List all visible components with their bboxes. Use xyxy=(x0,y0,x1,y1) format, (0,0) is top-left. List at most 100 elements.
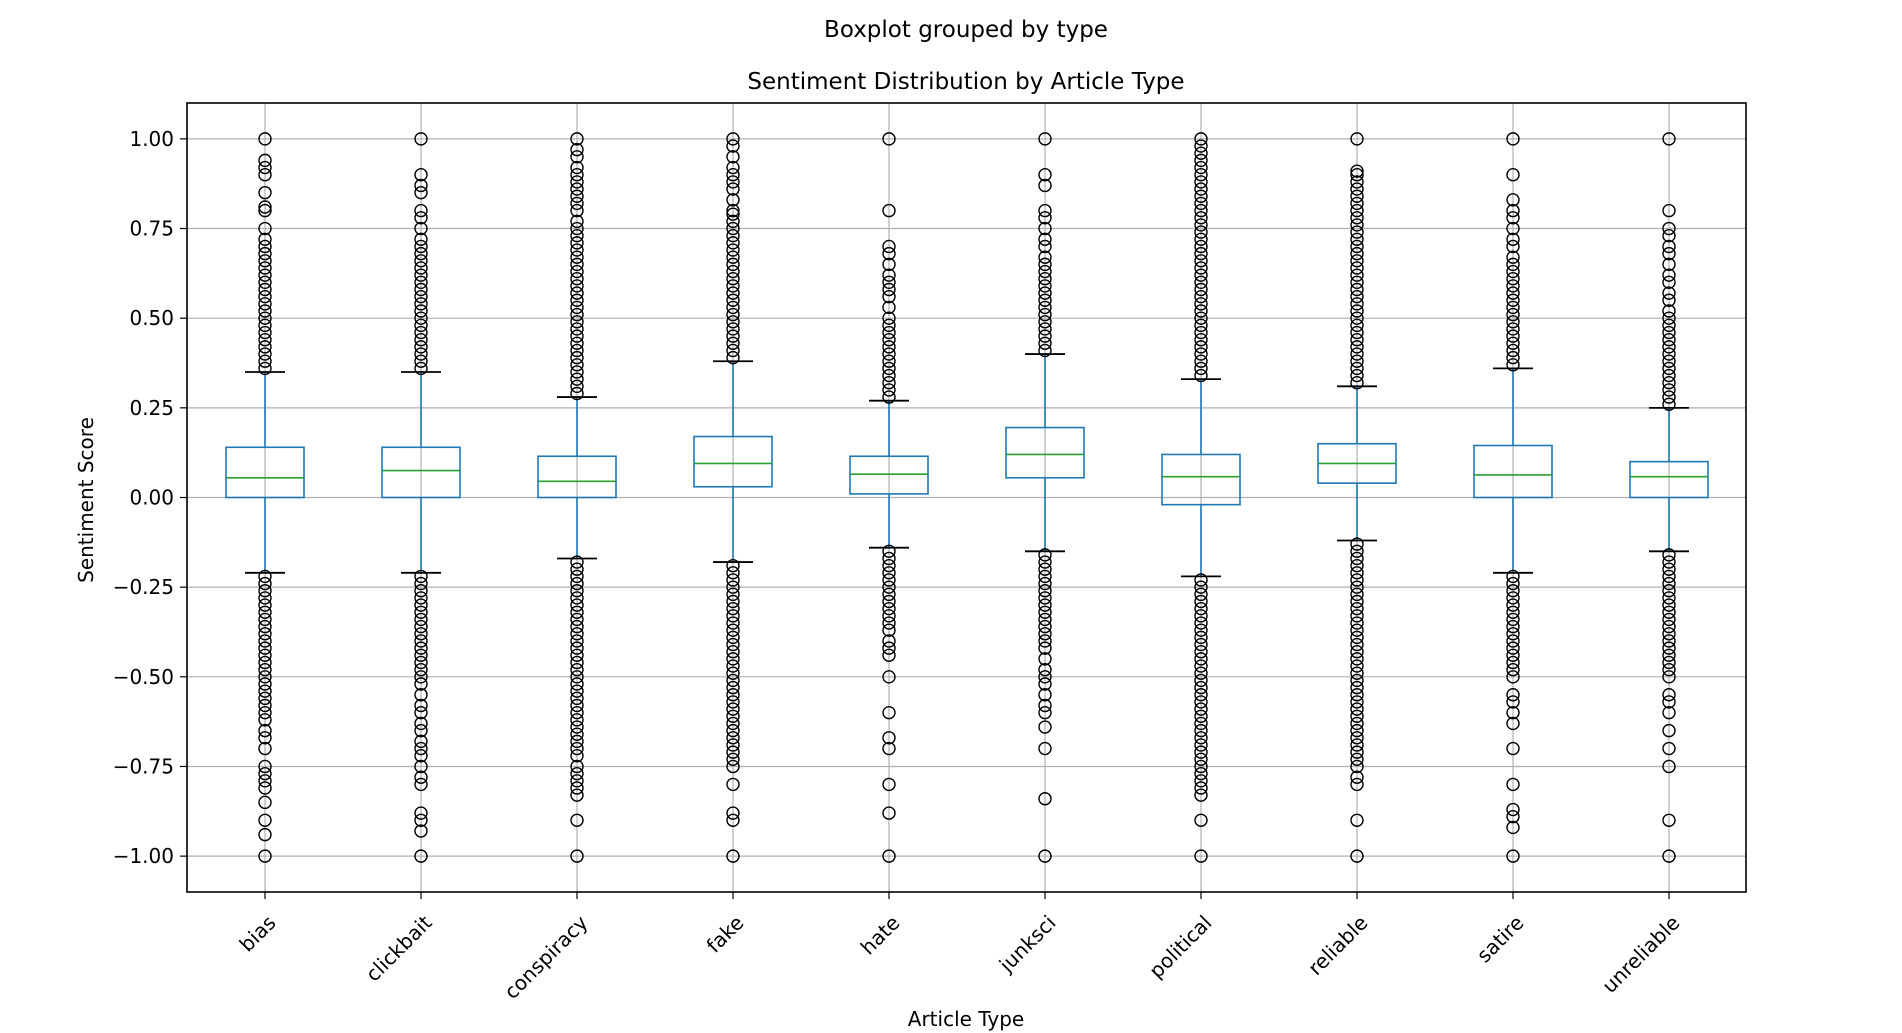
outlier-point xyxy=(1038,286,1052,300)
outlier-point xyxy=(1194,261,1208,275)
outlier-point xyxy=(1662,325,1676,340)
outlier-point xyxy=(570,813,584,827)
outlier-point xyxy=(414,239,428,254)
outlier-point xyxy=(1506,741,1520,756)
outlier-point xyxy=(882,239,896,254)
outlier-point xyxy=(1350,731,1364,745)
outlier-point xyxy=(882,132,896,146)
outlier-point xyxy=(414,246,428,261)
outlier-point xyxy=(414,297,428,311)
outlier-point xyxy=(1662,132,1676,146)
outlier-point xyxy=(1194,182,1208,196)
outlier-point xyxy=(570,286,584,300)
outlier-point xyxy=(258,340,272,354)
outlier-point xyxy=(726,777,740,792)
outlier-point xyxy=(1506,203,1520,218)
outlier-point xyxy=(414,605,428,619)
chart-suptitle: Boxplot grouped by type xyxy=(824,17,1108,43)
outlier-point xyxy=(1662,361,1676,376)
outlier-point xyxy=(1662,221,1676,236)
outlier-point xyxy=(1038,232,1052,246)
outlier-point xyxy=(1350,752,1364,767)
outlier-point xyxy=(1350,580,1364,594)
x-tick-label: hate xyxy=(856,911,905,960)
outlier-point xyxy=(1662,246,1676,261)
outlier-point xyxy=(1038,705,1052,720)
outlier-point xyxy=(726,329,740,343)
outlier-point xyxy=(414,670,428,684)
outlier-point xyxy=(1662,286,1676,300)
outlier-point xyxy=(1506,286,1520,300)
outlier-point xyxy=(1506,322,1520,336)
outlier-point xyxy=(414,211,428,225)
box xyxy=(1005,426,1085,479)
outlier-point xyxy=(258,200,272,214)
outlier-point xyxy=(570,315,584,329)
y-tick-label: 0.00 xyxy=(129,486,174,510)
outlier-point xyxy=(1038,272,1052,286)
outlier-point xyxy=(1194,587,1208,602)
x-tick-label: junksci xyxy=(994,911,1061,978)
outlier-point xyxy=(570,322,584,336)
outlier-point xyxy=(570,250,584,264)
outlier-point xyxy=(726,609,740,623)
outlier-point xyxy=(1662,347,1676,361)
y-tick-label: 0.75 xyxy=(129,217,174,241)
outlier-point xyxy=(726,307,740,322)
outlier-point xyxy=(258,297,272,311)
outlier-point xyxy=(258,275,272,290)
box-group-clickbait xyxy=(381,132,461,863)
outlier-point xyxy=(1038,555,1052,569)
outlier-point xyxy=(414,325,428,340)
outlier-point xyxy=(1038,670,1052,684)
outlier-point xyxy=(1038,619,1052,634)
outlier-point xyxy=(1194,752,1208,767)
outlier-point xyxy=(726,587,740,602)
outlier-point xyxy=(1038,239,1052,254)
outlier-point xyxy=(1506,221,1520,236)
outlier-point xyxy=(570,236,584,250)
outlier-point xyxy=(570,142,584,157)
outlier-point xyxy=(414,641,428,655)
outlier-point xyxy=(1350,738,1364,752)
outlier-point xyxy=(414,275,428,290)
outlier-point xyxy=(1506,820,1520,835)
outlier-point xyxy=(1194,325,1208,340)
outlier-point xyxy=(1350,652,1364,666)
outlier-point xyxy=(258,741,272,756)
outlier-point xyxy=(726,645,740,659)
outlier-point xyxy=(1662,390,1676,404)
outlier-point xyxy=(726,279,740,293)
outlier-point xyxy=(570,749,584,763)
outlier-point xyxy=(1038,741,1052,756)
outlier-point xyxy=(1506,239,1520,254)
outlier-point xyxy=(1194,275,1208,290)
outlier-point xyxy=(414,268,428,282)
outlier-point xyxy=(1038,221,1052,236)
outlier-point xyxy=(414,824,428,838)
outlier-point xyxy=(726,293,740,307)
outlier-point xyxy=(1038,307,1052,322)
outlier-point xyxy=(1506,612,1520,627)
outlier-point xyxy=(1350,211,1364,225)
outlier-point xyxy=(414,178,428,193)
outlier-point xyxy=(1350,340,1364,354)
outlier-point xyxy=(1662,311,1676,325)
outlier-point xyxy=(1194,594,1208,609)
outlier-point xyxy=(570,365,584,379)
outlier-point xyxy=(1038,591,1052,605)
outlier-point xyxy=(726,300,740,315)
outlier-point xyxy=(1194,304,1208,318)
outlier-point xyxy=(258,232,272,246)
chart-title: Sentiment Distribution by Article Type xyxy=(747,69,1184,95)
outlier-point xyxy=(1194,580,1208,594)
outlier-point xyxy=(1662,723,1676,738)
outlier-point xyxy=(1194,630,1208,645)
outlier-point xyxy=(570,379,584,394)
box-group-satire xyxy=(1473,132,1553,863)
outlier-point xyxy=(258,619,272,634)
x-tick-label: conspiracy xyxy=(499,910,592,1003)
outlier-point xyxy=(882,634,896,648)
outlier-point xyxy=(1662,293,1676,307)
outlier-point xyxy=(414,688,428,702)
